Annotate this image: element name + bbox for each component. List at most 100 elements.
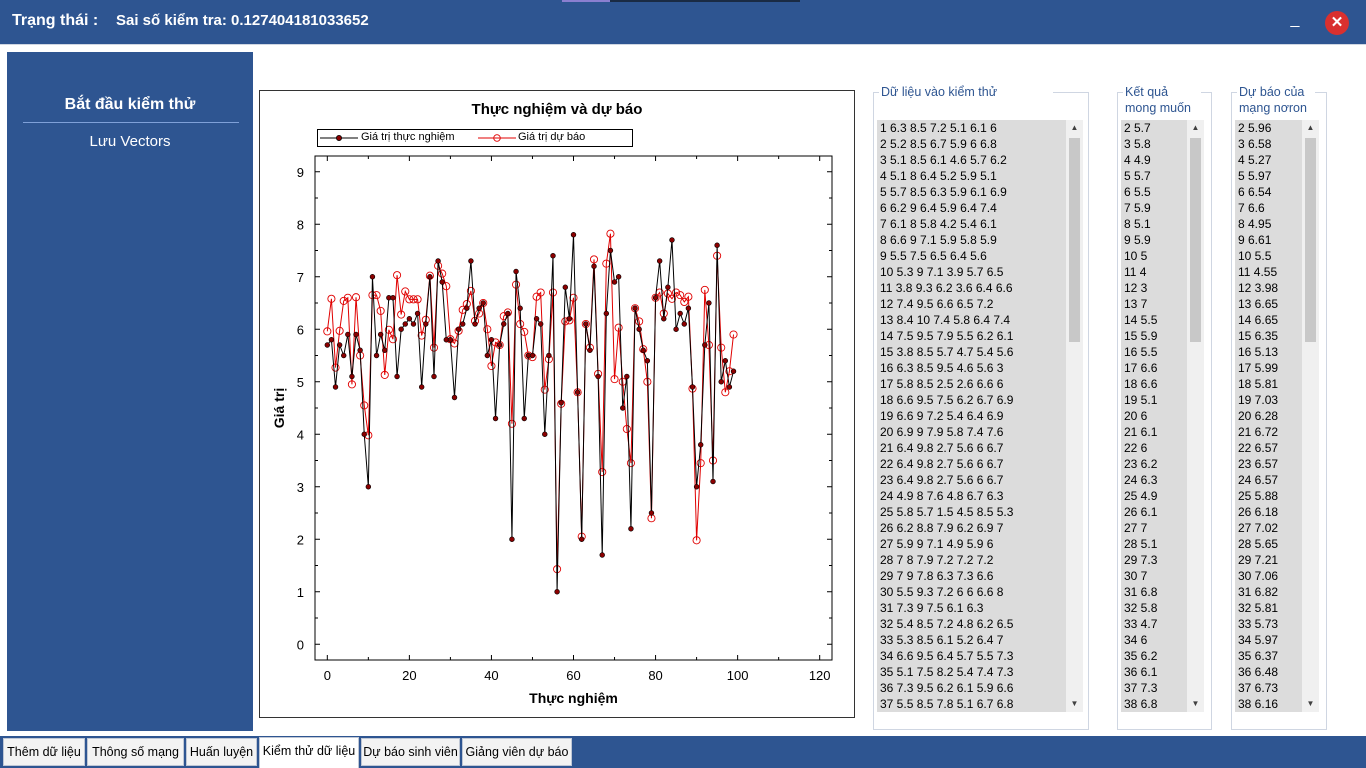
list-item[interactable]: 3 5.8	[1124, 137, 1151, 151]
list-item[interactable]: 25 5.8 5.7 1.5 4.5 8.5 5.3	[880, 505, 1014, 519]
list-item[interactable]: 4 4.9	[1124, 153, 1151, 167]
tab-teacher-forecast[interactable]: Giảng viên dự báo	[462, 738, 572, 766]
list-item[interactable]: 33 4.7	[1124, 617, 1158, 631]
list-item[interactable]: 20 6	[1124, 409, 1148, 423]
list-item[interactable]: 24 6.3	[1124, 473, 1158, 487]
list-item[interactable]: 23 6.2	[1124, 457, 1158, 471]
list-item[interactable]: 33 5.3 8.5 6.1 5.2 6.4 7	[880, 633, 1004, 647]
list-item[interactable]: 31 6.82	[1238, 585, 1279, 599]
list-item[interactable]: 34 6	[1124, 633, 1148, 647]
list-item[interactable]: 34 6.6 9.5 6.4 5.7 5.5 7.3	[880, 649, 1014, 663]
list-item[interactable]: 21 6.72	[1238, 425, 1279, 439]
list-item[interactable]: 2 5.7	[1124, 121, 1151, 135]
list-item[interactable]: 18 5.81	[1238, 377, 1279, 391]
list-item[interactable]: 10 5	[1124, 249, 1148, 263]
list-item[interactable]: 1 6.3 8.5 7.2 5.1 6.1 6	[880, 121, 997, 135]
list-item[interactable]: 9 5.5 7.5 6.5 6.4 5.6	[880, 249, 987, 263]
minimize-button[interactable]: _	[1290, 11, 1300, 28]
input-data-scrollbar[interactable]: ▲ ▼	[1066, 120, 1083, 712]
list-item[interactable]: 10 5.3 9 7.1 3.9 5.7 6.5	[880, 265, 1004, 279]
list-item[interactable]: 17 5.99	[1238, 361, 1279, 375]
list-item[interactable]: 8 6.6 9 7.1 5.9 5.8 5.9	[880, 233, 997, 247]
list-item[interactable]: 30 7	[1124, 569, 1148, 583]
list-item[interactable]: 13 6.65	[1238, 297, 1279, 311]
list-item[interactable]: 26 6.18	[1238, 505, 1279, 519]
scroll-down-icon[interactable]: ▼	[1306, 699, 1315, 708]
list-item[interactable]: 37 7.3	[1124, 681, 1158, 695]
list-item[interactable]: 35 6.2	[1124, 649, 1158, 663]
list-item[interactable]: 38 6.16	[1238, 697, 1279, 711]
list-item[interactable]: 11 4	[1124, 265, 1147, 279]
list-item[interactable]: 5 5.7	[1124, 169, 1151, 183]
tab-training[interactable]: Huấn luyện	[186, 738, 257, 766]
forecast-scrollbar[interactable]: ▲ ▼	[1302, 120, 1319, 712]
list-item[interactable]: 15 5.9	[1124, 329, 1158, 343]
list-item[interactable]: 2 5.96	[1238, 121, 1272, 135]
close-button[interactable]: ✕	[1325, 11, 1349, 35]
list-item[interactable]: 26 6.2 8.8 7.9 6.2 6.9 7	[880, 521, 1004, 535]
list-item[interactable]: 21 6.1	[1124, 425, 1158, 439]
list-item[interactable]: 36 7.3 9.5 6.2 6.1 5.9 6.6	[880, 681, 1014, 695]
scroll-up-icon[interactable]: ▲	[1306, 123, 1315, 132]
list-item[interactable]: 11 4.55	[1238, 265, 1278, 279]
list-item[interactable]: 31 7.3 9 7.5 6.1 6.3	[880, 601, 984, 615]
list-item[interactable]: 32 5.4 8.5 7.2 4.8 6.2 6.5	[880, 617, 1014, 631]
expected-list[interactable]: 2 5.7 3 5.8 4 4.9 5 5.7 6 5.5 7 5.9 8 5.1 9 5.9…	[1121, 120, 1187, 712]
list-item[interactable]: 37 5.5 8.5 7.8 5.1 6.7 6.8	[880, 697, 1014, 711]
list-item[interactable]: 17 5.8 8.5 2.5 2.6 6.6 6	[880, 377, 1004, 391]
list-item[interactable]: 15 3.8 8.5 5.7 4.7 5.4 5.6	[880, 345, 1014, 359]
scroll-thumb[interactable]	[1190, 138, 1201, 342]
list-item[interactable]: 12 3	[1124, 281, 1148, 295]
list-item[interactable]: 20 6.9 9 7.9 5.8 7.4 7.6	[880, 425, 1004, 439]
list-item[interactable]: 36 6.48	[1238, 665, 1279, 679]
list-item[interactable]: 29 7.21	[1238, 553, 1279, 567]
list-item[interactable]: 34 5.97	[1238, 633, 1279, 647]
scroll-up-icon[interactable]: ▲	[1070, 123, 1079, 132]
list-item[interactable]: 4 5.1 8 6.4 5.2 5.9 5.1	[880, 169, 997, 183]
list-item[interactable]: 32 5.81	[1238, 601, 1279, 615]
list-item[interactable]: 14 7.5 9.5 7.9 5.5 6.2 6.1	[880, 329, 1014, 343]
list-item[interactable]: 22 6.57	[1238, 441, 1279, 455]
list-item[interactable]: 17 6.6	[1124, 361, 1158, 375]
list-item[interactable]: 5 5.7 8.5 6.3 5.9 6.1 6.9	[880, 185, 1007, 199]
list-item[interactable]: 32 5.8	[1124, 601, 1158, 615]
list-item[interactable]: 24 4.9 8 7.6 4.8 6.7 6.3	[880, 489, 1004, 503]
tab-add-data[interactable]: Thêm dữ liệu	[3, 738, 85, 766]
input-data-list[interactable]: 1 6.3 8.5 7.2 5.1 6.1 6 2 5.2 8.5 6.7 5.9…	[877, 120, 1066, 712]
list-item[interactable]: 3 5.1 8.5 6.1 4.6 5.7 6.2	[880, 153, 1007, 167]
list-item[interactable]: 33 5.73	[1238, 617, 1279, 631]
list-item[interactable]: 26 6.1	[1124, 505, 1158, 519]
scroll-up-icon[interactable]: ▲	[1191, 123, 1200, 132]
list-item[interactable]: 19 6.6 9 7.2 5.4 6.4 6.9	[880, 409, 1004, 423]
list-item[interactable]: 28 5.1	[1124, 537, 1158, 551]
list-item[interactable]: 37 6.73	[1238, 681, 1279, 695]
list-item[interactable]: 19 7.03	[1238, 393, 1279, 407]
list-item[interactable]: 23 6.4 9.8 2.7 5.6 6 6.7	[880, 473, 1004, 487]
list-item[interactable]: 13 8.4 10 7.4 5.8 6.4 7.4	[880, 313, 1011, 327]
list-item[interactable]: 2 5.2 8.5 6.7 5.9 6 6.8	[880, 137, 997, 151]
list-item[interactable]: 7 6.6	[1238, 201, 1265, 215]
list-item[interactable]: 8 5.1	[1124, 217, 1151, 231]
tab-student-forecast[interactable]: Dự báo sinh viên	[361, 738, 460, 766]
list-item[interactable]: 11 3.8 9.3 6.2 3.6 6.4 6.6	[880, 281, 1013, 295]
list-item[interactable]: 15 6.35	[1238, 329, 1279, 343]
list-item[interactable]: 14 5.5	[1124, 313, 1158, 327]
tab-network-params[interactable]: Thông số mạng	[87, 738, 184, 766]
list-item[interactable]: 5 5.97	[1238, 169, 1272, 183]
list-item[interactable]: 8 4.95	[1238, 217, 1272, 231]
list-item[interactable]: 29 7 9 7.8 6.3 7.3 6.6	[880, 569, 994, 583]
list-item[interactable]: 18 6.6 9.5 7.5 6.2 6.7 6.9	[880, 393, 1014, 407]
list-item[interactable]: 28 7 8 7.9 7.2 7.2 7.2	[880, 553, 994, 567]
scroll-down-icon[interactable]: ▼	[1070, 699, 1079, 708]
list-item[interactable]: 6 6.2 9 6.4 5.9 6.4 7.4	[880, 201, 997, 215]
list-item[interactable]: 18 6.6	[1124, 377, 1158, 391]
list-item[interactable]: 7 6.1 8 5.8 4.2 5.4 6.1	[880, 217, 997, 231]
list-item[interactable]: 30 5.5 9.3 7.2 6 6 6.6 8	[880, 585, 1004, 599]
list-item[interactable]: 24 6.57	[1238, 473, 1279, 487]
list-item[interactable]: 6 5.5	[1124, 185, 1151, 199]
list-item[interactable]: 31 6.8	[1124, 585, 1158, 599]
list-item[interactable]: 19 5.1	[1124, 393, 1158, 407]
list-item[interactable]: 30 7.06	[1238, 569, 1279, 583]
forecast-list[interactable]: 2 5.96 3 6.58 4 5.27 5 5.97 6 6.54 7 6.6 8 4.9…	[1235, 120, 1302, 712]
list-item[interactable]: 7 5.9	[1124, 201, 1151, 215]
